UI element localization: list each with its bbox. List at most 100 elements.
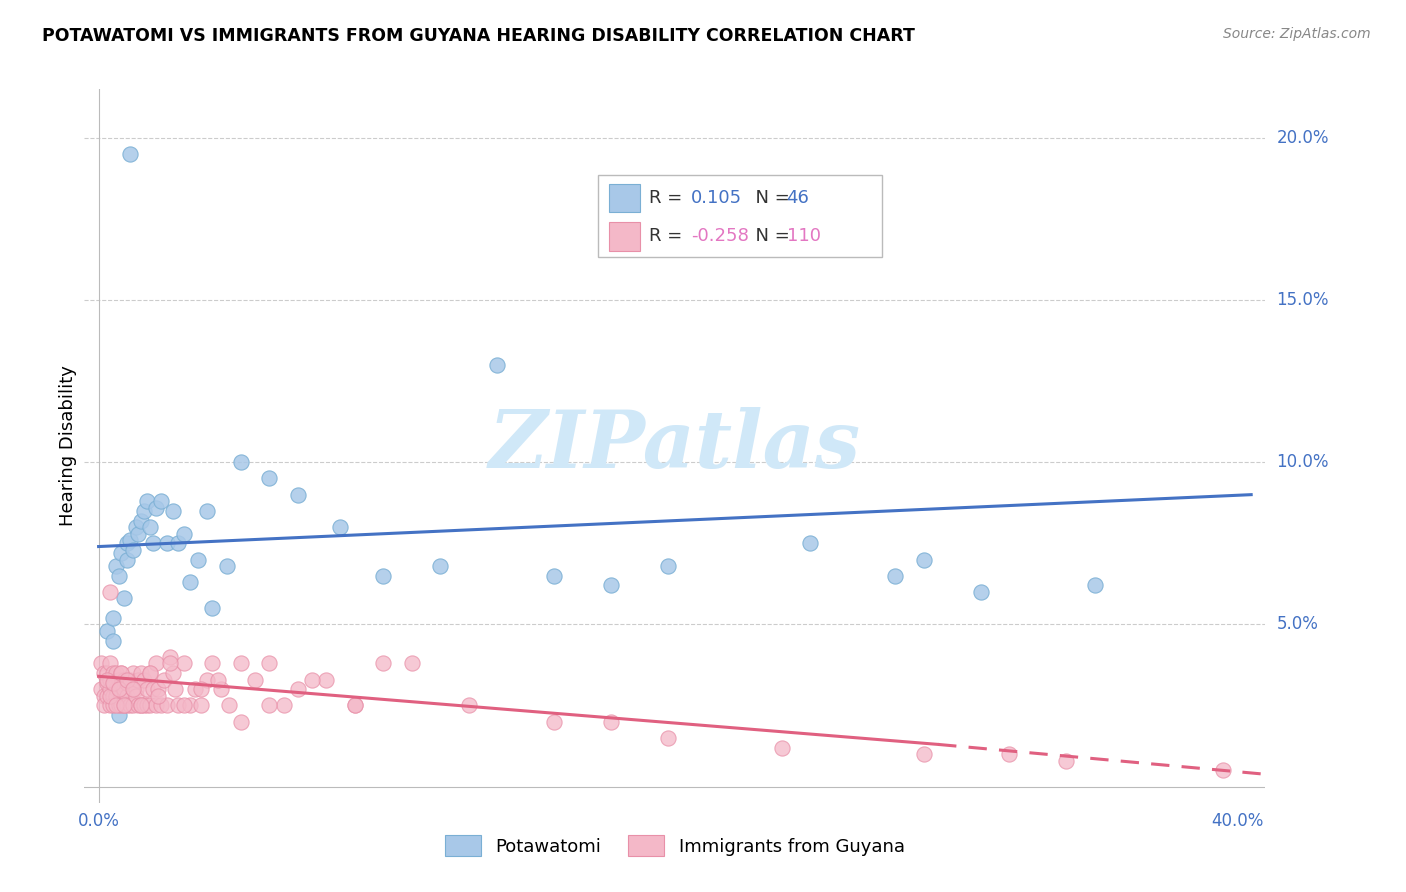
Point <box>657 559 679 574</box>
Point <box>118 147 141 161</box>
Point <box>1054 754 1077 768</box>
Point <box>115 536 138 550</box>
Point <box>104 559 127 574</box>
Point <box>153 673 176 687</box>
Point <box>107 568 129 582</box>
Point <box>156 698 179 713</box>
Text: 0.0%: 0.0% <box>77 812 120 830</box>
Point <box>101 675 124 690</box>
Point <box>243 673 266 687</box>
Point <box>770 740 793 755</box>
Point <box>101 689 124 703</box>
Text: 15.0%: 15.0% <box>1277 291 1329 309</box>
Point <box>142 682 165 697</box>
Point <box>315 673 337 687</box>
Point <box>104 698 127 713</box>
Point <box>1212 764 1234 778</box>
Point <box>145 500 167 515</box>
Point <box>98 689 121 703</box>
Point <box>184 682 207 697</box>
Point <box>162 504 184 518</box>
Point <box>187 552 209 566</box>
Point <box>401 657 423 671</box>
Legend: Potawatomi, Immigrants from Guyana: Potawatomi, Immigrants from Guyana <box>436 826 914 865</box>
Point <box>110 666 132 681</box>
Point <box>485 358 508 372</box>
Point <box>101 675 124 690</box>
Point <box>107 682 129 697</box>
Point <box>429 559 451 574</box>
Point <box>139 666 162 681</box>
Point <box>139 666 162 681</box>
Point <box>96 675 118 690</box>
Point <box>127 673 149 687</box>
Point <box>96 666 118 681</box>
Point <box>134 698 156 713</box>
Point <box>287 488 309 502</box>
Point <box>173 657 195 671</box>
Point <box>134 673 156 687</box>
Text: 0.105: 0.105 <box>690 189 742 207</box>
Point <box>115 698 138 713</box>
Point <box>343 698 366 713</box>
Point <box>229 714 252 729</box>
Text: 40.0%: 40.0% <box>1211 812 1263 830</box>
Point <box>110 698 132 713</box>
Point <box>329 520 352 534</box>
Point <box>104 666 127 681</box>
Point <box>127 526 149 541</box>
Point <box>121 682 143 697</box>
Point <box>96 689 118 703</box>
Point <box>145 698 167 713</box>
Point <box>107 698 129 713</box>
Point <box>457 698 479 713</box>
Point <box>201 601 224 615</box>
Point <box>179 575 201 590</box>
Point <box>110 689 132 703</box>
Point <box>195 504 218 518</box>
Point <box>110 666 132 681</box>
Point <box>209 682 232 697</box>
Point <box>115 673 138 687</box>
Point <box>98 673 121 687</box>
Point <box>167 536 190 550</box>
Point <box>259 471 281 485</box>
Point <box>98 698 121 713</box>
Point <box>96 624 118 638</box>
Point <box>101 666 124 681</box>
Text: 20.0%: 20.0% <box>1277 128 1329 147</box>
Point <box>259 698 281 713</box>
Point <box>195 673 218 687</box>
Point <box>90 657 112 671</box>
Point <box>107 708 129 723</box>
Point <box>912 552 935 566</box>
Point <box>970 585 993 599</box>
Point <box>201 657 224 671</box>
Point <box>287 682 309 697</box>
Point <box>101 611 124 625</box>
Point <box>159 649 181 664</box>
Point <box>136 494 159 508</box>
Point <box>173 698 195 713</box>
Point <box>121 682 143 697</box>
Point <box>207 673 229 687</box>
Point <box>118 698 141 713</box>
Point <box>142 536 165 550</box>
Point <box>115 675 138 690</box>
Point <box>998 747 1021 761</box>
Point <box>139 520 162 534</box>
Text: 46: 46 <box>786 189 810 207</box>
Text: ZIPatlas: ZIPatlas <box>489 408 860 484</box>
Point <box>115 689 138 703</box>
Point <box>110 675 132 690</box>
Point <box>599 578 621 592</box>
Point <box>107 673 129 687</box>
Point <box>98 682 121 697</box>
Point <box>118 673 141 687</box>
Point <box>98 585 121 599</box>
Point <box>121 542 143 557</box>
Point <box>134 504 156 518</box>
Point <box>190 698 212 713</box>
Point <box>90 682 112 697</box>
Point <box>301 673 323 687</box>
